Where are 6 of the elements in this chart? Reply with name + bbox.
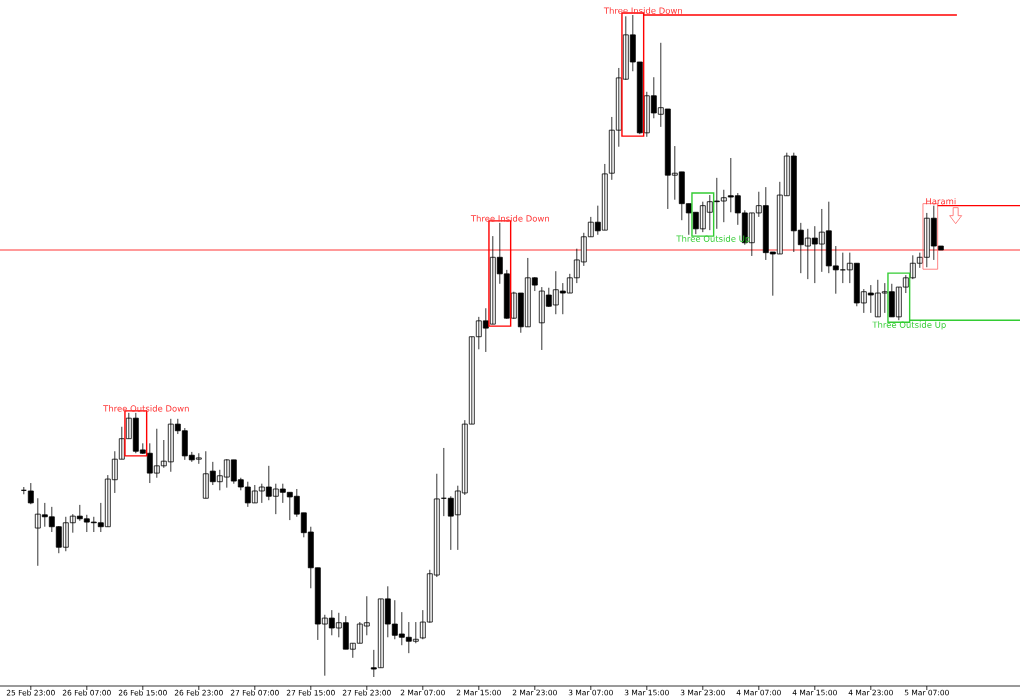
annotation: Three Inside Down (470, 215, 549, 222)
annotation: Three Outside Up (872, 321, 946, 330)
candlestick (27, 482, 34, 505)
annotation: Harami (926, 197, 956, 205)
text: Three Inside Down (603, 7, 682, 14)
annotation: Three Outside Down (103, 405, 189, 412)
